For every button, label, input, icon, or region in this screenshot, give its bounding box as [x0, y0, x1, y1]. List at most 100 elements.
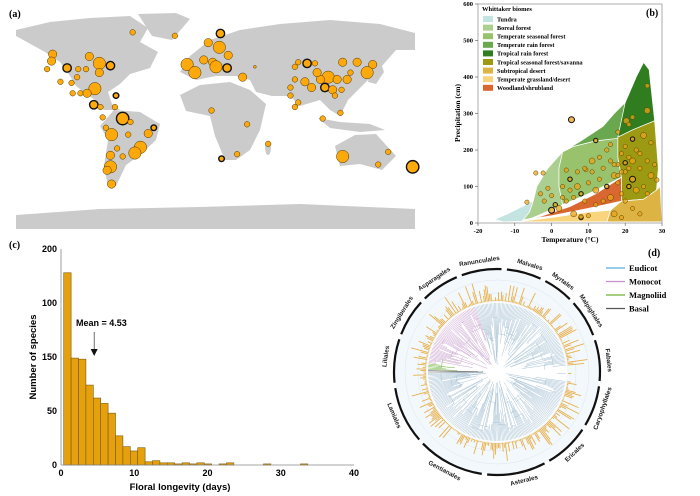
biome-site-point	[641, 184, 647, 189]
tree-branch	[440, 372, 442, 381]
tree-branch	[479, 305, 488, 336]
map-site-point	[74, 74, 81, 81]
biome-site-point	[629, 157, 636, 165]
map-site-point	[307, 83, 317, 92]
longevity-bar	[490, 294, 492, 302]
longevity-bar	[445, 320, 448, 323]
order-arc	[548, 428, 584, 462]
map-site-point	[209, 60, 223, 74]
legend-label-d: Eudicot	[629, 263, 658, 273]
tree-branch	[513, 428, 518, 439]
longevity-bar	[445, 421, 448, 424]
longevity-bar	[436, 329, 440, 332]
tree-branch	[463, 407, 478, 433]
tree-branch	[438, 380, 483, 409]
biome-site-point	[644, 107, 651, 114]
map-site-point	[77, 90, 84, 97]
tree-branch	[531, 340, 559, 355]
tree-branch	[465, 409, 479, 434]
histogram-bar	[85, 384, 94, 466]
map-site-point	[150, 124, 158, 132]
tree-branch	[479, 383, 495, 439]
tree-branch	[513, 339, 558, 364]
biome-site-point	[619, 215, 624, 220]
histogram-bar	[78, 358, 87, 466]
tree-branch	[448, 402, 467, 421]
tree-branch	[543, 344, 561, 353]
biome-site-point	[644, 83, 650, 89]
tree-branch	[506, 373, 565, 385]
longevity-bar	[469, 303, 472, 307]
tree-branch	[481, 388, 494, 440]
longevity-bar	[418, 356, 428, 359]
longevity-bar	[447, 423, 450, 426]
legend-swatch-b	[483, 33, 493, 40]
biome-site-point	[648, 140, 654, 146]
tree-branch	[459, 313, 478, 342]
tree-branch	[522, 413, 534, 431]
biome-site-point	[604, 183, 610, 190]
tree-branch	[532, 342, 560, 356]
biome-site-point	[611, 162, 617, 168]
longevity-bar	[552, 327, 554, 329]
longevity-bar	[537, 307, 543, 315]
longevity-bar	[560, 338, 562, 341]
tree-branch	[469, 402, 484, 436]
longevity-bar	[465, 436, 468, 440]
longevity-bar	[456, 311, 458, 314]
tree-branch	[438, 335, 471, 356]
map-site-point	[295, 99, 302, 106]
biome-site-point	[637, 151, 643, 157]
tree-branch	[445, 325, 473, 350]
longevity-bar	[519, 438, 524, 447]
longevity-bar	[438, 329, 440, 331]
map-site-point	[69, 90, 76, 97]
tree-branch	[461, 312, 490, 360]
x-tick-label-c: 0	[58, 468, 63, 478]
map-site-point	[105, 60, 116, 71]
tree-branch	[474, 306, 487, 342]
map-site-point	[112, 92, 120, 100]
longevity-bar	[542, 308, 552, 319]
tree-branch	[457, 381, 491, 429]
map-site-point	[68, 79, 75, 86]
map-site-point	[338, 86, 345, 93]
order-arc	[584, 386, 601, 426]
longevity-bar	[428, 414, 441, 424]
legend-swatch-b	[483, 16, 493, 22]
longevity-bar	[513, 287, 518, 304]
tree-branch	[509, 377, 561, 399]
legend-title-b: Whittaker biomes	[482, 6, 532, 13]
longevity-bar	[430, 411, 439, 417]
map-site-point	[88, 82, 102, 96]
map-site-point	[127, 118, 134, 126]
y-axis-label-c: Number of species	[28, 315, 39, 400]
y-tick-label-c: 0	[52, 460, 57, 470]
biome-site-point	[644, 158, 650, 164]
biome-site-point	[540, 170, 546, 176]
tree-branch	[505, 307, 523, 351]
biome-site-point	[582, 165, 588, 171]
histogram-bar	[93, 397, 102, 466]
longevity-bar	[486, 286, 490, 302]
map-site-point	[342, 75, 352, 84]
biome-site-point	[555, 205, 563, 212]
longevity-bar	[565, 349, 581, 355]
tree-branch	[450, 378, 453, 387]
tree-branch	[429, 381, 458, 389]
longevity-bar	[462, 307, 464, 310]
biome-site-point	[615, 129, 621, 135]
biome-site-point	[626, 165, 632, 171]
longevity-bar	[484, 285, 488, 302]
longevity-bar	[545, 422, 552, 429]
biome-site-point	[607, 194, 614, 201]
tree-branch	[459, 403, 477, 431]
panel-label-b: (b)	[646, 8, 658, 19]
x-tick-label-b: 20	[622, 228, 629, 235]
tree-branch	[523, 400, 545, 423]
tree-branch	[531, 398, 553, 414]
tree-branch	[487, 303, 496, 363]
longevity-bar	[421, 351, 429, 355]
longevity-bar	[530, 434, 537, 445]
legend-d: Eudicot Monocot Magnoliid Basal	[606, 263, 667, 314]
